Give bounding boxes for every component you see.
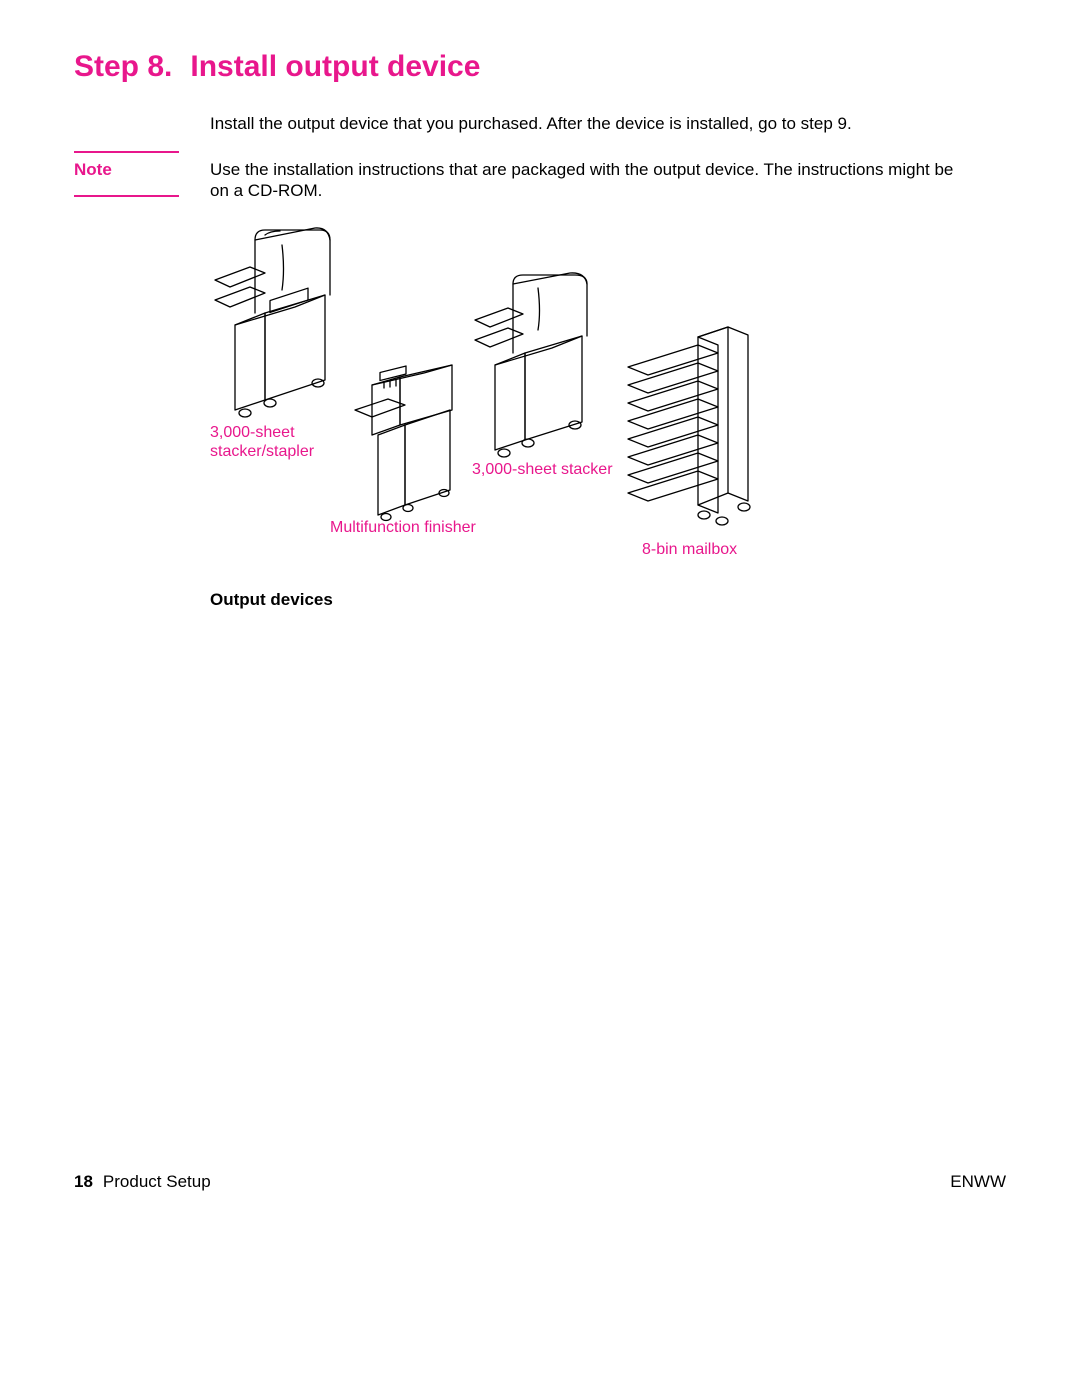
figure-caption: Output devices	[210, 590, 333, 610]
step-number: Step 8.	[74, 50, 172, 83]
page-number: 18	[74, 1172, 93, 1191]
label-line-1: 3,000-sheet	[210, 424, 295, 441]
label-mailbox: 8-bin mailbox	[642, 540, 737, 559]
mailbox-icon	[620, 325, 760, 535]
label-line-2: stacker/stapler	[210, 443, 314, 460]
page: Step 8. Install output device Install the…	[0, 0, 1080, 1397]
note-label: Note	[74, 160, 112, 180]
output-devices-figure: 3,000-sheet stacker/stapler Multifunctio…	[210, 225, 770, 565]
footer-section: Product Setup	[103, 1172, 211, 1191]
label-stacker-stapler: 3,000-sheet stacker/stapler	[210, 423, 314, 461]
step-title: Install output device	[190, 50, 480, 83]
multifunction-finisher-icon	[350, 355, 470, 525]
footer-left: 18 Product Setup	[74, 1172, 211, 1192]
stacker-stapler-icon	[210, 225, 340, 425]
note-text: Use the installation instructions that a…	[210, 159, 970, 202]
note-rule-bottom	[74, 195, 179, 197]
intro-text: Install the output device that you purch…	[210, 114, 1000, 134]
page-heading: Step 8. Install output device	[74, 50, 480, 84]
footer-right: ENWW	[950, 1172, 1006, 1192]
note-rule-top	[74, 151, 179, 153]
label-stacker: 3,000-sheet stacker	[472, 460, 613, 479]
label-multifunction: Multifunction finisher	[330, 518, 476, 537]
stacker-icon	[470, 270, 595, 465]
